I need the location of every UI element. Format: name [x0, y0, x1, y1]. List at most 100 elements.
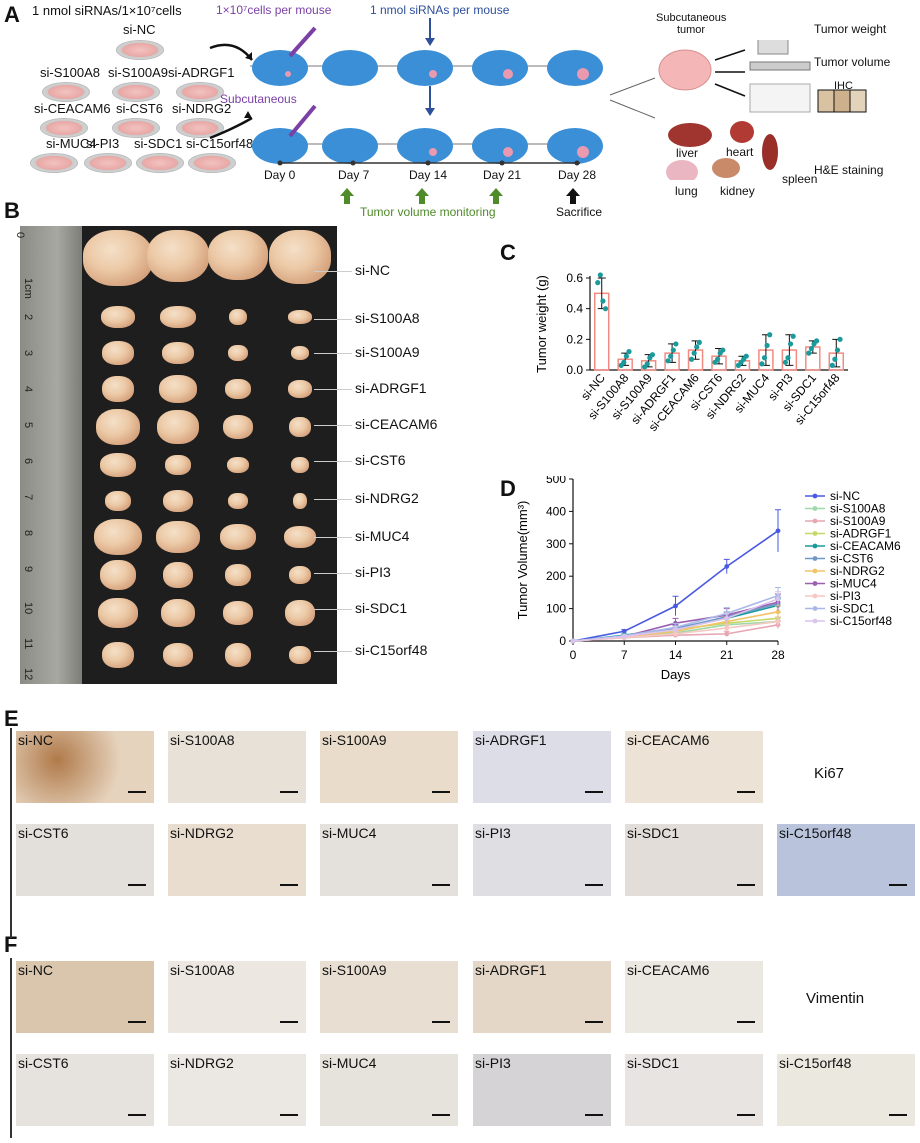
- scale-bar: [432, 884, 450, 886]
- group-si-muc4: si-MUC4: [46, 136, 97, 151]
- ihc-tile: si-NDRG2: [168, 1054, 306, 1126]
- data-point: [808, 345, 815, 352]
- tumor-sample: [102, 341, 134, 365]
- tumor-sample: [225, 643, 251, 667]
- tumor-sample: [100, 560, 136, 590]
- tumor-row-label: si-CEACAM6: [355, 416, 438, 432]
- y-tick-label: 0.0: [566, 363, 583, 377]
- y-tick-label: 500: [546, 476, 566, 486]
- data-point: [764, 342, 770, 349]
- tumor-sample: [284, 526, 316, 548]
- tumor-row-label: si-C15orf48: [355, 642, 428, 658]
- ihc-tile: si-S100A8: [168, 961, 306, 1033]
- label-leader-line: [314, 609, 352, 610]
- ruler-label: 9: [22, 566, 34, 573]
- culture-dish: [116, 40, 164, 60]
- y-tick-label: 0: [559, 634, 566, 648]
- label-leader-line: [314, 319, 352, 320]
- data-point: [626, 349, 632, 355]
- data-point: [696, 339, 702, 345]
- ruler-label: 12: [22, 668, 34, 681]
- ihc-tile-label: si-MUC4: [322, 1055, 377, 1071]
- ihc-tile-label: si-SDC1: [627, 1055, 680, 1071]
- group-si-pi3: si-PI3: [86, 136, 120, 151]
- group-si-cst6: si-CST6: [116, 101, 163, 116]
- ihc-tile-label: si-NDRG2: [170, 1055, 234, 1071]
- monitoring-label: Tumor volume monitoring: [360, 205, 496, 219]
- tumor-sample: [291, 457, 309, 473]
- data-point: [785, 355, 791, 361]
- data-point: [724, 615, 730, 621]
- y-tick-label: 300: [546, 537, 566, 551]
- culture-dish: [30, 153, 78, 173]
- subq-tumor-label: Subcutaneous tumor: [656, 12, 727, 36]
- output-tumor-volume: Tumor volume: [814, 55, 891, 69]
- tumor-sample: [223, 601, 253, 625]
- ihc-tile: si-SDC1: [625, 1054, 763, 1126]
- label-leader-line: [314, 461, 352, 462]
- tumor-row-label: si-NDRG2: [355, 490, 419, 506]
- legend-marker: [812, 506, 818, 511]
- legend-marker: [812, 593, 818, 599]
- ruler: 0 1cm 2 3 4 5 6 7 8 9 10 11 12: [14, 226, 82, 684]
- legend-entry: si-MUC4: [830, 577, 877, 591]
- x-tick-label: 28: [771, 648, 785, 662]
- ihc-tile-label: si-S100A9: [322, 732, 387, 748]
- tumor-row-label: si-MUC4: [355, 528, 410, 544]
- ihc-tile: si-CEACAM6: [625, 731, 763, 803]
- y-tick-label: 0.6: [566, 271, 583, 285]
- panel-letter-b: B: [4, 198, 20, 223]
- legend-marker: [812, 531, 818, 536]
- ruler-label: 5: [22, 422, 34, 429]
- data-point: [673, 603, 678, 609]
- label-leader-line: [314, 651, 352, 652]
- y-tick-label: 0.2: [566, 332, 583, 346]
- data-point: [595, 280, 601, 286]
- tumor-sample: [288, 380, 312, 398]
- scale-bar: [432, 1021, 450, 1023]
- tumor-sample: [228, 345, 248, 361]
- data-point: [775, 619, 781, 624]
- data-point: [623, 353, 629, 359]
- tumor-sample: [159, 375, 197, 403]
- tumor-sample: [289, 646, 311, 664]
- ihc-tile-label: si-PI3: [475, 1055, 511, 1071]
- data-point: [673, 627, 678, 633]
- data-point: [724, 625, 730, 631]
- organ-spleen: spleen: [782, 172, 818, 186]
- x-tick-label: 7: [621, 648, 628, 662]
- label-leader-line: [314, 389, 352, 390]
- ihc-tile-label: si-CST6: [18, 1055, 69, 1071]
- legend-entry: si-SDC1: [830, 602, 875, 616]
- tumor-sample: [105, 491, 131, 511]
- culture-dish: [42, 82, 90, 102]
- arrow-icon: [714, 49, 746, 61]
- ihc-tile: si-C15orf48: [777, 1054, 915, 1126]
- ihc-tile: si-MUC4: [320, 824, 458, 896]
- culture-dish: [112, 118, 160, 138]
- culture-dish: [188, 153, 236, 173]
- ihc-tile-label: si-S100A8: [170, 732, 235, 748]
- scale-bar: [128, 791, 146, 793]
- y-tick-label: 400: [546, 504, 566, 518]
- group-si-adrgf1: si-ADRGF1: [168, 65, 235, 80]
- he-staining: H&E staining: [814, 163, 884, 177]
- label-leader-line: [314, 425, 352, 426]
- tumor-sample: [161, 599, 195, 627]
- ihc-tile-label: si-C15orf48: [779, 1055, 852, 1071]
- ihc-tile: si-PI3: [473, 824, 611, 896]
- ruler-label: 1cm: [22, 278, 34, 299]
- tumor-sample: [83, 230, 153, 286]
- tumor-icon: [658, 49, 712, 91]
- tumor-photo: 0 1cm 2 3 4 5 6 7 8 9 10 11 12: [14, 226, 337, 684]
- data-point: [834, 347, 841, 353]
- x-tick-label: 21: [720, 648, 734, 662]
- x-tick-label: 0: [570, 648, 577, 662]
- cells-per-mouse: 1×10⁷cells per mouse: [216, 3, 332, 17]
- ihc-tile-label: si-S100A8: [170, 962, 235, 978]
- data-point: [673, 631, 678, 637]
- tumor-sample: [225, 379, 251, 399]
- syringe-icon: [288, 26, 317, 58]
- scale-bar: [585, 791, 603, 793]
- group-si-ceacam6: si-CEACAM6: [34, 101, 111, 116]
